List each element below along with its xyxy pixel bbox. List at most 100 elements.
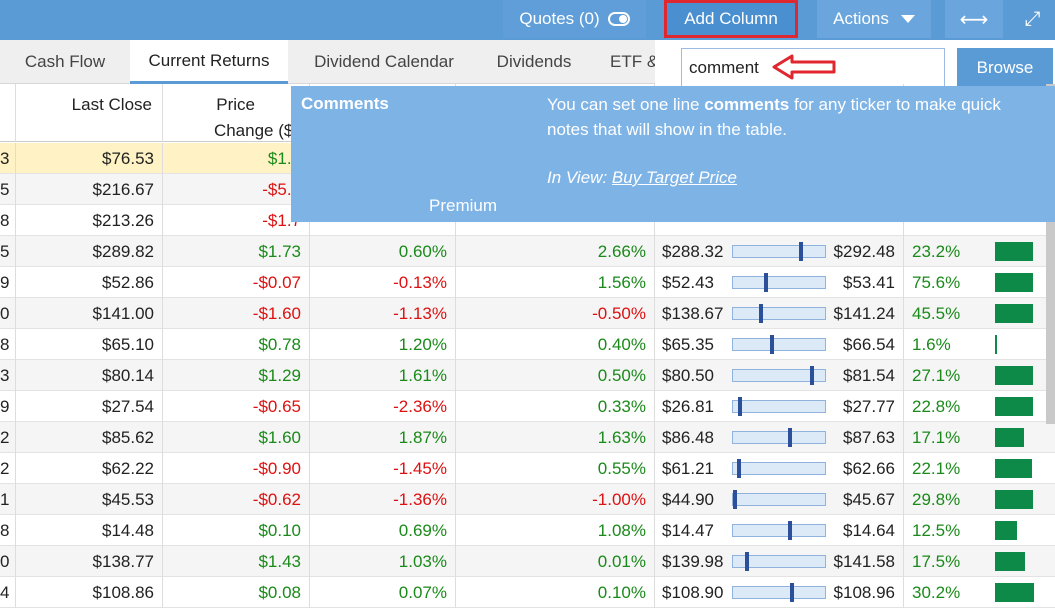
cell-price-change: $1.43 [163, 546, 310, 577]
range-bar [732, 273, 826, 292]
in-view-link[interactable]: Buy Target Price [611, 168, 737, 187]
tab-cash-flow[interactable]: Cash Flow [0, 40, 130, 84]
cell-day-range: $26.81 $27.77 [655, 391, 904, 422]
actions-label: Actions [833, 9, 889, 28]
table-row[interactable]: 5 $289.82 $1.73 0.60% 2.66% $288.32 $292.48 23.… [0, 236, 1055, 267]
cell-day-range: $80.50 $81.54 [655, 360, 904, 391]
percent-bar [995, 428, 1024, 447]
header-last-close[interactable]: Last Close [16, 84, 163, 142]
cell-price-change: $0.08 [163, 577, 310, 608]
add-column-button[interactable]: Add Column [664, 0, 798, 38]
range-low: $108.90 [662, 583, 724, 602]
range-low: $139.98 [662, 552, 724, 571]
red-arrow-icon [772, 54, 836, 80]
percent-bar [995, 521, 1017, 540]
cell-truncated: 9 [0, 391, 16, 422]
cell-last-close: $85.62 [16, 422, 163, 453]
table-row[interactable]: 0 $138.77 $1.43 1.03% 0.01% $139.98 $141.58 17.… [0, 546, 1055, 577]
range-low: $61.21 [662, 459, 714, 478]
cell-return: 0.40% [456, 329, 655, 360]
table-row[interactable]: 8 $65.10 $0.78 1.20% 0.40% $65.35 $66.54 1.6% [0, 329, 1055, 360]
cell-day-range: $86.48 $87.63 [655, 422, 904, 453]
header-price-change[interactable]: Price Change ($) [163, 84, 310, 142]
table-row[interactable]: 9 $52.86 -$0.07 -0.13% 1.56% $52.43 $53.41 75.6… [0, 267, 1055, 298]
tab-current-returns[interactable]: Current Returns [130, 40, 288, 84]
browse-button[interactable]: Browse [957, 48, 1053, 88]
range-marker [788, 521, 792, 540]
cell-price-change: -$1.60 [163, 298, 310, 329]
tab-dividends[interactable]: Dividends [478, 40, 590, 84]
range-high: $66.54 [843, 335, 895, 354]
table-row[interactable]: 4 $108.86 $0.08 0.07% 0.10% $108.90 $108.96 30.… [0, 577, 1055, 608]
cell-percent: 1.6% [912, 335, 951, 354]
table-row[interactable]: 0 $141.00 -$1.60 -1.13% -0.50% $138.67 $141.24… [0, 298, 1055, 329]
column-info-tooltip: Comments You can set one line comments f… [291, 86, 1055, 222]
cell-percent-change: -1.45% [310, 453, 456, 484]
actions-dropdown-button[interactable]: Actions [817, 0, 931, 38]
range-bar [732, 521, 826, 540]
cell-price-change: -$0.07 [163, 267, 310, 298]
cell-return: -0.50% [456, 298, 655, 329]
table-row[interactable]: 8 $14.48 $0.10 0.69% 1.08% $14.47 $14.64 12.5% [0, 515, 1055, 546]
tab-dividend-calendar[interactable]: Dividend Calendar [292, 40, 476, 84]
range-high: $108.96 [833, 583, 895, 602]
cell-day-range: $65.35 $66.54 [655, 329, 904, 360]
cell-percent-change: -2.36% [310, 391, 456, 422]
header-partial [0, 84, 16, 142]
cell-last-close: $27.54 [16, 391, 163, 422]
range-marker [764, 273, 768, 292]
cell-day-range: $52.43 $53.41 [655, 267, 904, 298]
cell-percent-change: 1.20% [310, 329, 456, 360]
percent-bar [995, 397, 1033, 416]
table-row[interactable]: 2 $85.62 $1.60 1.87% 1.63% $86.48 $87.63 17.1% [0, 422, 1055, 453]
range-bar [732, 242, 826, 261]
cell-truncated: 5 [0, 174, 16, 205]
fullscreen-button[interactable]: ⤢ [1010, 0, 1055, 38]
cell-truncated: 8 [0, 329, 16, 360]
percent-bar [995, 366, 1033, 385]
cell-price-change: $1.8 [163, 143, 310, 174]
cell-percent: 12.5% [912, 521, 961, 540]
header-label: Last Close [71, 95, 152, 114]
tooltip-in-view: In View: Buy Target Price [547, 168, 737, 188]
tab-etf[interactable]: ETF & [592, 40, 678, 84]
range-high: $87.63 [843, 428, 895, 447]
table-row[interactable]: 2 $62.22 -$0.90 -1.45% 0.55% $61.21 $62.66 22.1… [0, 453, 1055, 484]
table-row[interactable]: 1 $45.53 -$0.62 -1.36% -1.00% $44.90 $45.67 29.… [0, 484, 1055, 515]
cell-price-change: $0.78 [163, 329, 310, 360]
cell-price-change: -$5.9 [163, 174, 310, 205]
in-view-label: In View: [547, 168, 608, 187]
cell-percent-change: -0.13% [310, 267, 456, 298]
range-bar [732, 583, 826, 602]
expand-width-button[interactable]: ⟷ [945, 0, 1003, 38]
browse-label: Browse [976, 58, 1034, 77]
cell-last-close: $141.00 [16, 298, 163, 329]
cell-return: 1.56% [456, 267, 655, 298]
cell-truncated: 0 [0, 546, 16, 577]
cell-percent-change: 0.69% [310, 515, 456, 546]
table-row[interactable]: 9 $27.54 -$0.65 -2.36% 0.33% $26.81 $27.77 22.8… [0, 391, 1055, 422]
range-low: $26.81 [662, 397, 714, 416]
percent-bar [995, 242, 1033, 261]
range-high: $45.67 [843, 490, 895, 509]
range-low: $288.32 [662, 242, 724, 261]
quotes-toggle-button[interactable]: Quotes (0) [503, 0, 646, 38]
tooltip-text: You can set one line [547, 95, 705, 114]
cell-return: 0.50% [456, 360, 655, 391]
cell-last-close: $216.67 [16, 174, 163, 205]
cell-percent: 23.2% [912, 242, 961, 261]
table-row[interactable]: 3 $80.14 $1.29 1.61% 0.50% $80.50 $81.54 27.1% [0, 360, 1055, 391]
cell-price-change: $1.60 [163, 422, 310, 453]
range-marker [759, 304, 763, 323]
cell-return: 0.01% [456, 546, 655, 577]
toggle-icon[interactable] [607, 12, 630, 26]
cell-truncated: 1 [0, 484, 16, 515]
quotes-label: Quotes (0) [519, 9, 600, 28]
range-high: $141.58 [833, 552, 895, 571]
range-low: $14.47 [662, 521, 714, 540]
cell-percent-change: 0.60% [310, 236, 456, 267]
cell-last-close: $52.86 [16, 267, 163, 298]
range-high: $53.41 [843, 273, 895, 292]
vertical-scrollbar[interactable] [1046, 84, 1055, 424]
cell-percent: 30.2% [912, 583, 961, 602]
